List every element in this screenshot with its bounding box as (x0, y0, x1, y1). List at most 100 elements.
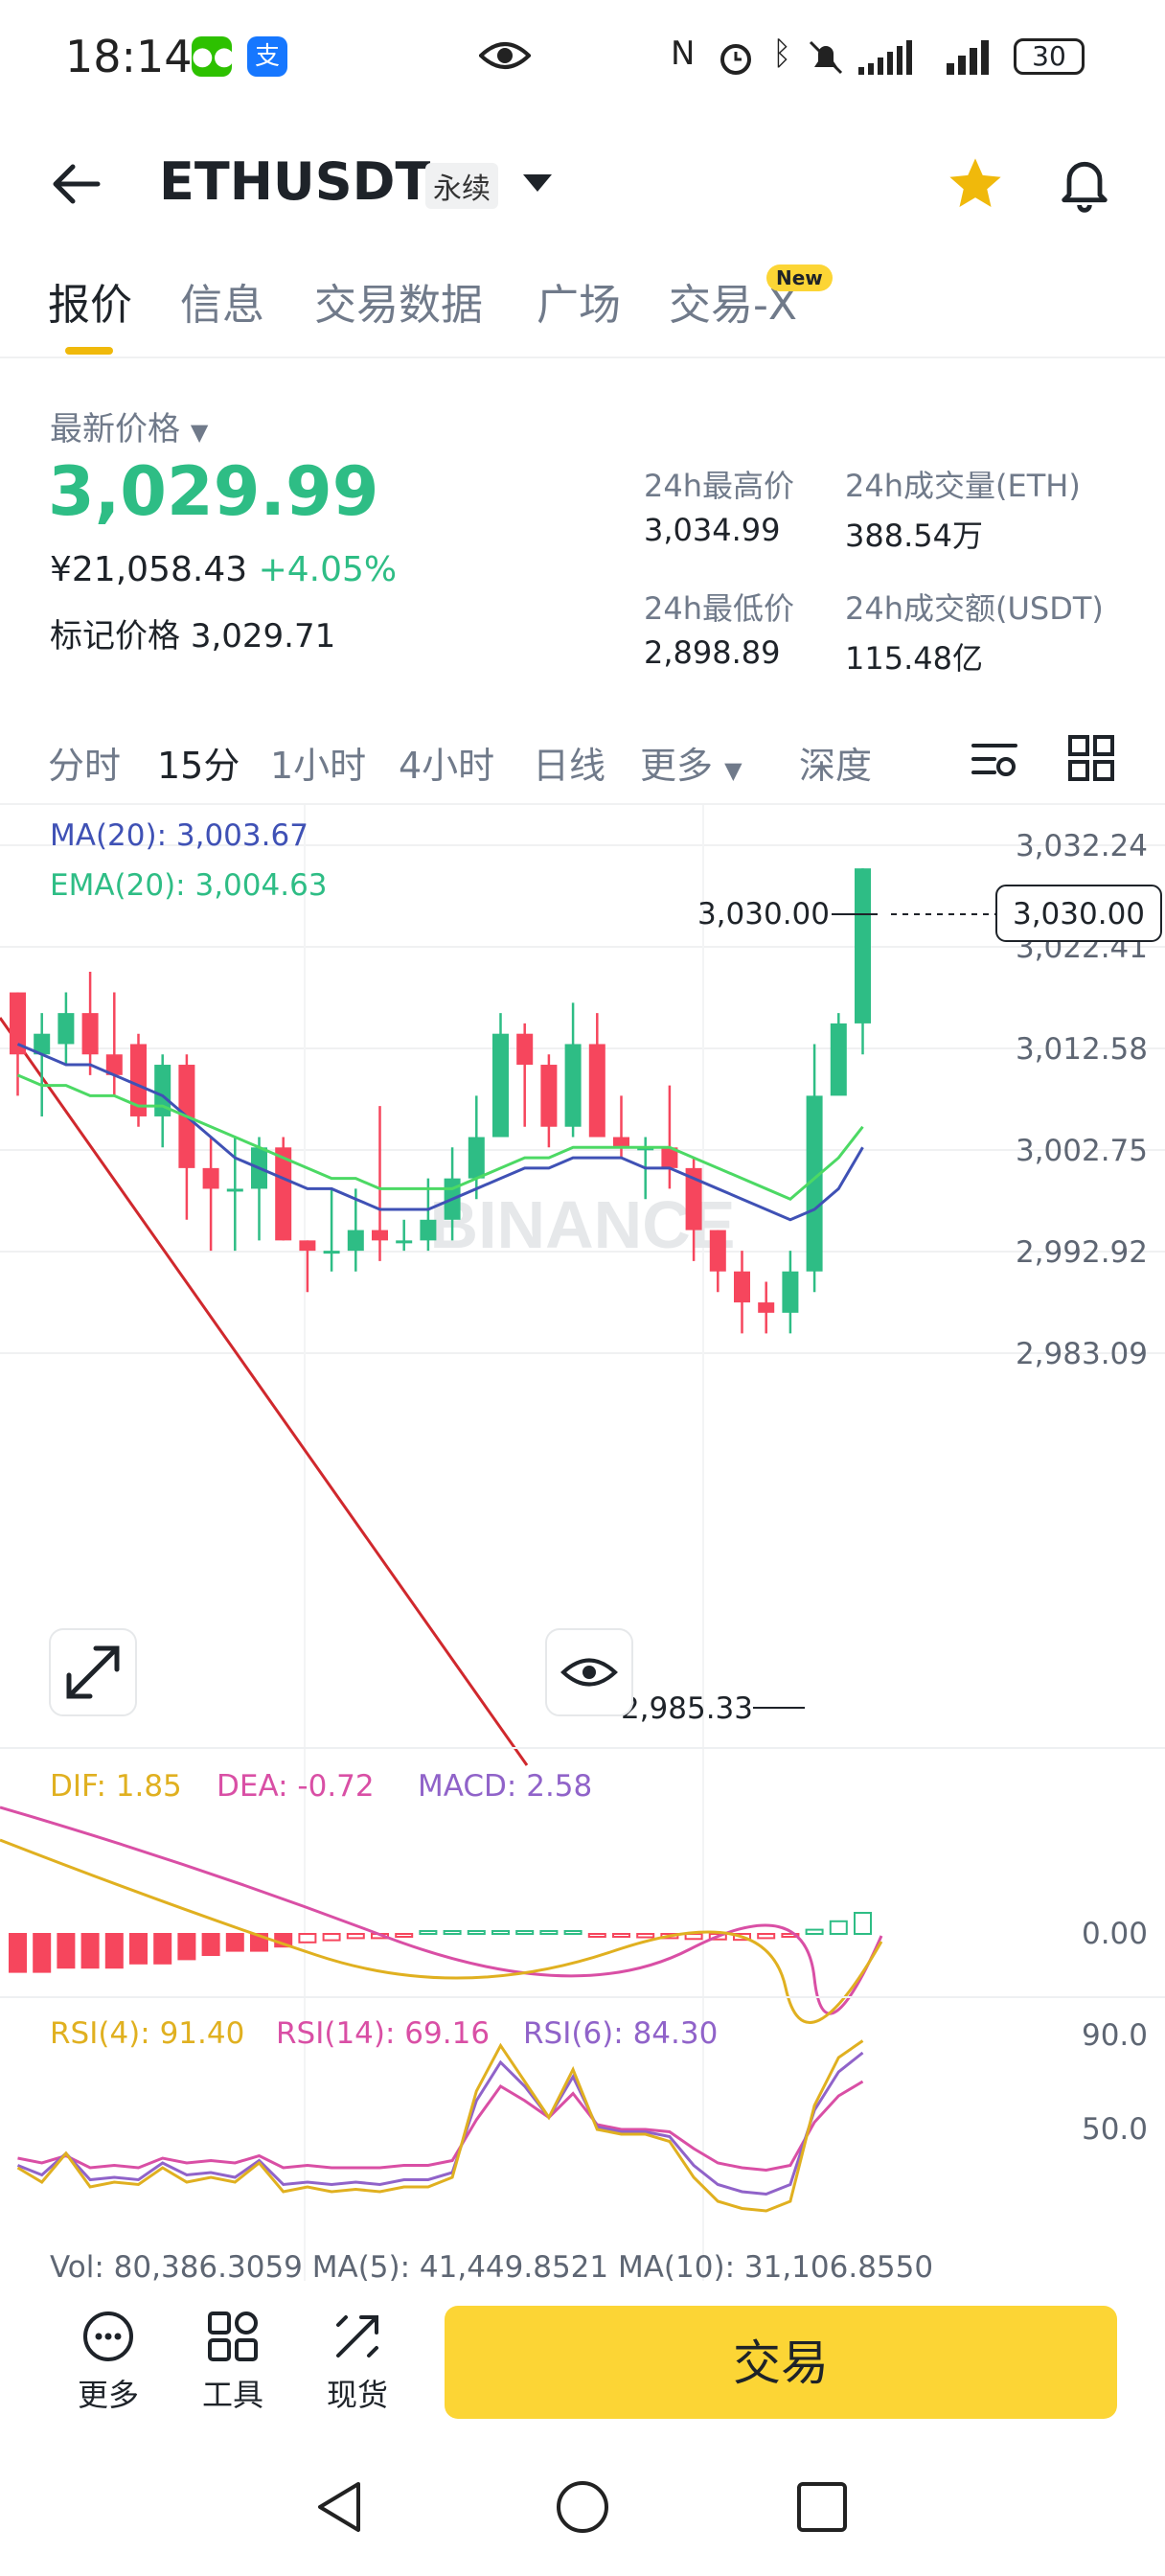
candle (251, 1137, 267, 1241)
macd-bar (539, 1930, 559, 1935)
volume-usdt-value: 115.48亿 (845, 640, 983, 677)
candle (540, 1054, 558, 1148)
fullscreen-button[interactable] (49, 1628, 137, 1716)
candle-body (685, 1167, 702, 1230)
candle-body (57, 1013, 75, 1045)
macd-bar (129, 1933, 148, 1965)
star-icon[interactable] (945, 153, 1006, 215)
macd-bar (805, 1928, 824, 1935)
eye-icon (479, 42, 531, 69)
candle (588, 1013, 605, 1138)
candle (130, 1033, 147, 1127)
depth-tab[interactable]: 深度 (799, 745, 873, 787)
y-axis-tick: 3,032.24 (1016, 829, 1148, 863)
rsi4-line (16, 2039, 864, 2213)
y-axis-tick: 3,002.75 (1016, 1134, 1148, 1168)
active-tab-indicator (65, 347, 113, 355)
candle (564, 1002, 582, 1138)
interval-4h[interactable]: 4小时 (399, 745, 495, 787)
candle-body (202, 1167, 219, 1189)
macd-bar (419, 1930, 438, 1935)
candle (709, 1230, 726, 1293)
caret-down-icon[interactable] (521, 172, 554, 196)
nav-home-icon[interactable] (554, 2478, 611, 2536)
eye-toggle-icon (560, 1658, 618, 1687)
candle-body (661, 1147, 678, 1168)
mark-price-label: 标记价格 (50, 617, 180, 656)
candle-body (34, 1033, 51, 1055)
tab-info[interactable]: 信息 (180, 281, 264, 330)
indicator-settings-icon[interactable] (970, 734, 1019, 784)
macd-bar (829, 1920, 848, 1936)
wechat-icon: ●● (192, 36, 235, 77)
trend-line[interactable] (0, 1017, 529, 1766)
candle (81, 971, 99, 1075)
candle-body (492, 1033, 509, 1138)
candle (178, 1054, 195, 1220)
ema-legend: EMA(20): 3,004.63 (50, 868, 328, 903)
macd-bar (612, 1933, 630, 1938)
last-price-label[interactable]: 最新价格 ▼ (50, 410, 209, 448)
bell-icon[interactable] (1054, 151, 1115, 213)
interval-day[interactable]: 日线 (533, 745, 606, 787)
candle (782, 1251, 799, 1334)
status-time: 18:14 (65, 31, 193, 82)
grid-layout-icon[interactable] (1067, 734, 1115, 782)
macd-bar (757, 1933, 776, 1940)
pair-title[interactable]: ETHUSDT (159, 151, 431, 212)
swap-icon (336, 2315, 378, 2358)
cny-price-row: ¥21,058.43 +4.05% (50, 550, 397, 589)
interval-more[interactable]: 更多 ▼ (640, 745, 742, 787)
candle-body (154, 1065, 171, 1116)
candle (372, 1106, 388, 1261)
macd-bar (33, 1933, 52, 1973)
macd-bar (491, 1930, 510, 1935)
tools-button[interactable]: 工具 (180, 2310, 286, 2415)
more-button[interactable]: 更多 (56, 2310, 161, 2415)
candle-body (10, 992, 26, 1055)
low-label: 24h最低价 (644, 590, 795, 627)
candle-body (105, 1054, 123, 1075)
more-label: 更多 (77, 2377, 139, 2413)
system-nav-bar (0, 2453, 1165, 2576)
candle-body (830, 1023, 847, 1096)
mark-price: 3,029.71 (190, 617, 336, 656)
nav-back-icon[interactable] (312, 2478, 366, 2536)
candle (468, 1095, 485, 1200)
spot-label: 现货 (326, 2377, 388, 2413)
macd-bar (443, 1930, 462, 1935)
spot-button[interactable]: 现货 (305, 2310, 410, 2415)
candle (275, 1137, 292, 1241)
candle (347, 1188, 364, 1272)
tab-quote[interactable]: 报价 (48, 281, 132, 330)
candlestick-chart[interactable]: BINANCE 3,032.243,022.413,012.583,002.75… (0, 805, 1165, 2281)
candle-body (564, 1044, 582, 1127)
divider (0, 803, 1165, 805)
interval-1h[interactable]: 1小时 (270, 745, 367, 787)
candle-body (806, 1095, 823, 1272)
low-price-label: 2,985.33 (621, 1691, 753, 1726)
volume-eth-value: 388.54万 (845, 518, 983, 554)
candle-body (540, 1065, 558, 1127)
interval-time-sharing[interactable]: 分时 (48, 745, 122, 787)
back-arrow-icon[interactable] (48, 155, 105, 213)
candle-body (588, 1044, 605, 1138)
macd-bar (346, 1933, 365, 1940)
alarm-icon (720, 44, 751, 75)
macd-bar (9, 1933, 27, 1973)
high-value: 3,034.99 (644, 512, 781, 548)
trade-button[interactable]: 交易 (445, 2306, 1117, 2419)
candle-body (81, 1013, 99, 1055)
tab-square[interactable]: 广场 (537, 281, 621, 330)
macd-bar (298, 1933, 317, 1944)
tab-trading-data[interactable]: 交易数据 (314, 281, 483, 330)
macd-bar (636, 1933, 655, 1939)
nav-recents-icon[interactable] (795, 2480, 849, 2534)
macd-bar (201, 1933, 220, 1956)
interval-15m[interactable]: 15分 (157, 745, 240, 787)
macd-bar (854, 1912, 872, 1935)
hide-indicators-button[interactable] (545, 1628, 633, 1716)
rsi4-label: RSI(4): 91.40 (50, 2016, 244, 2051)
y-axis-tick: 2,983.09 (1016, 1337, 1148, 1371)
volume-label: Vol: 80,386.3059 MA(5): 41,449.8521 MA(1… (50, 2250, 933, 2281)
